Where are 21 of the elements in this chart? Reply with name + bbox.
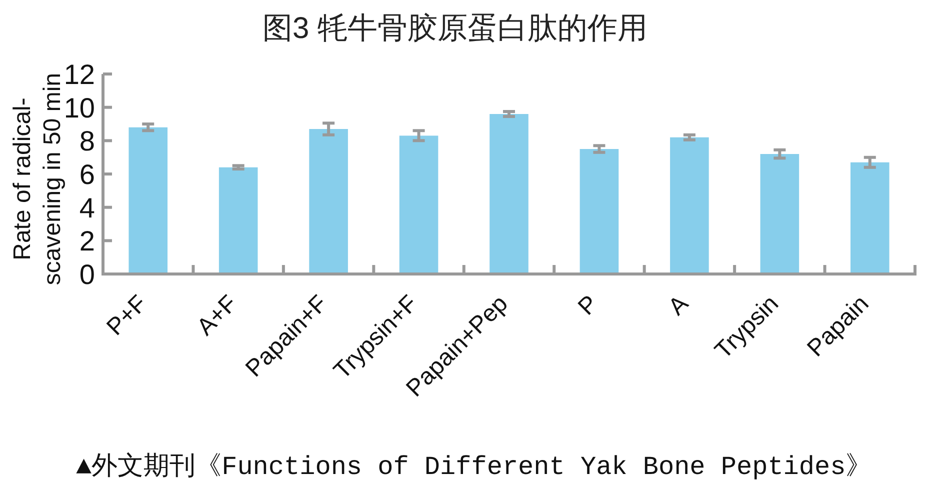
bar [760, 154, 800, 274]
bar [309, 129, 348, 274]
bar [670, 137, 709, 274]
x-tick-label: A [663, 290, 694, 321]
y-tick-label: 0 [79, 259, 95, 290]
y-tick-label: 6 [79, 159, 95, 190]
bar [850, 162, 890, 274]
chart-title: 图3 牦牛骨胶原蛋白肽的作用 [262, 12, 648, 45]
bar [580, 149, 619, 274]
y-tick-label: 12 [64, 59, 95, 90]
y-axis-title: Rate of radical-scavening in 50 min [9, 72, 66, 286]
bar [128, 127, 168, 274]
x-tick-label: P [573, 290, 604, 321]
bar [399, 136, 438, 274]
y-tick-label: 8 [79, 126, 95, 157]
y-tick-label: 10 [64, 92, 95, 124]
y-tick-label: 4 [79, 192, 95, 224]
text: ▲外文期刊《Functions of Different Yak Bone Peptides》 [76, 452, 872, 482]
bar [490, 114, 528, 274]
y-tick-label: 2 [79, 226, 95, 257]
bar [218, 167, 258, 274]
